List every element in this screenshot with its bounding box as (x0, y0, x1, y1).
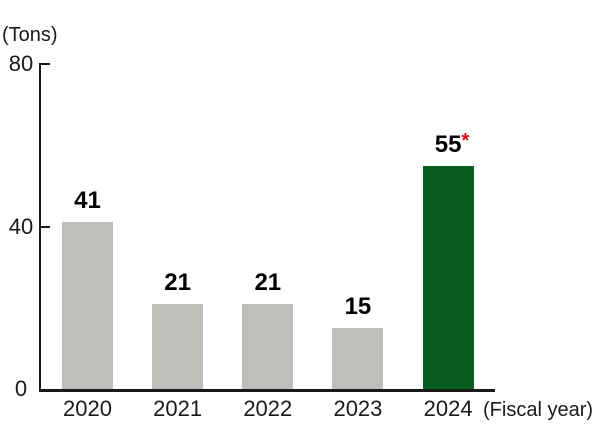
x-tick-label-2022: 2022 (243, 396, 293, 421)
x-axis-label: (Fiscal year) (483, 399, 594, 421)
y-axis-line (39, 63, 41, 392)
y-tick-mark-40 (41, 226, 50, 228)
x-tick-label-2023: 2023 (333, 396, 383, 421)
x-tick-label-2020: 2020 (63, 396, 112, 421)
bar-value-text: 55 * (434, 130, 470, 158)
bar-value-label-2022: 21 (228, 271, 308, 295)
y-tick-mark-80 (41, 63, 50, 65)
bar-value-text: 21 (254, 269, 282, 296)
y-axis-unit-label: (Tons) (2, 24, 58, 46)
bar-2021 (152, 304, 204, 389)
x-tick-label-2021: 2021 (153, 396, 203, 421)
y-tick-label-40: 40 (8, 214, 34, 239)
bar-value-label-2023: 15 (318, 295, 398, 319)
x-tick-label-2024: 2024 (423, 396, 473, 421)
bar-2023 (332, 328, 384, 389)
y-tick-label-80: 80 (8, 51, 34, 76)
bar-value-text: 41 (74, 187, 101, 214)
bar-2022 (242, 304, 294, 389)
bar-value-label-2021: 21 (138, 271, 218, 295)
x-axis-line (39, 389, 495, 392)
bar-value-text: 15 (344, 293, 372, 320)
bar-2020 (62, 222, 113, 389)
bar-value-label-2020: 41 (48, 189, 128, 213)
highlight-asterisk: * (461, 130, 470, 152)
bar-value-label-2024: 55 * (408, 130, 488, 158)
y-tick-label-0: 0 (14, 376, 28, 401)
bar-value-text: 21 (164, 269, 191, 296)
bar-2024 (422, 166, 474, 389)
